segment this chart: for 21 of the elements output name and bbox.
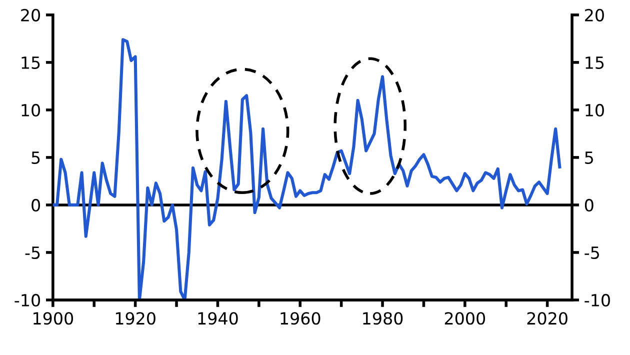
y2-tick-label: -5 bbox=[584, 246, 600, 260]
y-tick-label: 10 bbox=[22, 104, 40, 116]
y-tick-label: 5 bbox=[32, 152, 40, 164]
x-tick-label: 1940 bbox=[198, 312, 238, 325]
x-tick-label: 1900 bbox=[34, 312, 74, 325]
y-tick-label: -5 bbox=[25, 246, 40, 260]
x-tick-label: 1980 bbox=[363, 312, 403, 325]
y2-tick-label: 20 bbox=[585, 8, 604, 22]
x-tick-label: 1960 bbox=[280, 312, 320, 325]
y-tick-label: 20 bbox=[21, 8, 40, 22]
y2-tick-label: 5 bbox=[585, 152, 593, 164]
y-tick-label: -10 bbox=[14, 294, 40, 307]
y2-tick-label: 15 bbox=[586, 56, 604, 69]
y2-tick-label: 0 bbox=[584, 198, 594, 212]
y2-tick-label: 10 bbox=[586, 104, 604, 116]
x-tick-label: 1920 bbox=[116, 312, 156, 325]
y-tick-label: 0 bbox=[32, 198, 40, 212]
x-tick-label: 2000 bbox=[444, 312, 486, 325]
y-tick-label: 15 bbox=[22, 56, 40, 69]
y2-tick-label: -10 bbox=[584, 294, 610, 307]
x-tick-label: 2020 bbox=[527, 312, 568, 325]
